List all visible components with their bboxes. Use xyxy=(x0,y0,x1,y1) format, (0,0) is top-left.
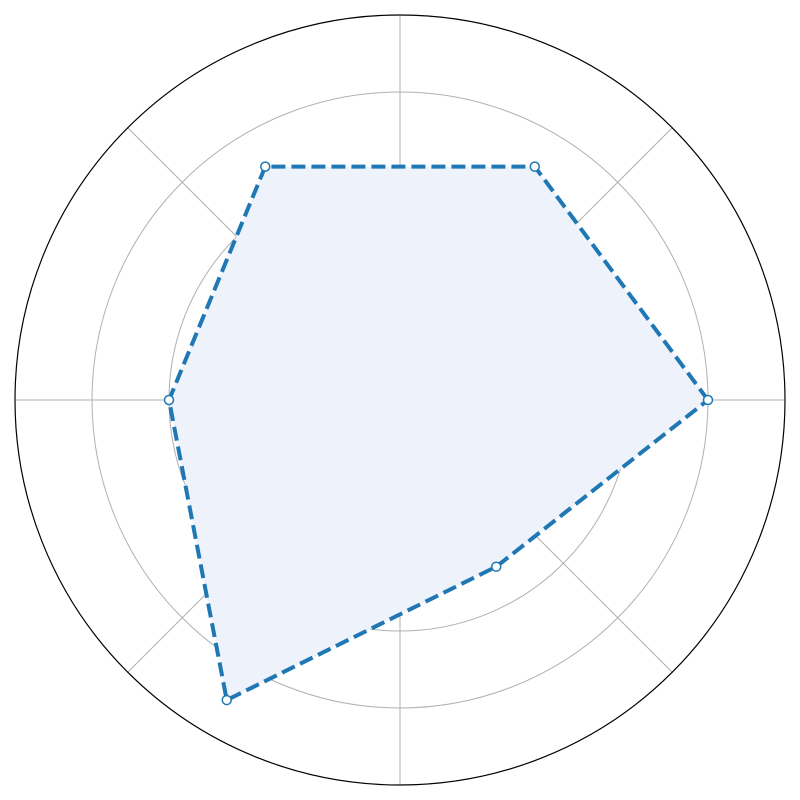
series-layer xyxy=(163,161,714,706)
outer-ring xyxy=(14,14,786,786)
series-0-point-4 xyxy=(221,694,232,706)
series-0-point-3 xyxy=(163,394,175,406)
series-0-point-5 xyxy=(491,561,502,572)
series-0-area xyxy=(169,166,708,701)
outer-layer xyxy=(14,14,786,786)
series-0-point-1 xyxy=(529,161,540,172)
series-0-point-0 xyxy=(702,394,714,406)
series-0-point-2 xyxy=(260,161,271,172)
